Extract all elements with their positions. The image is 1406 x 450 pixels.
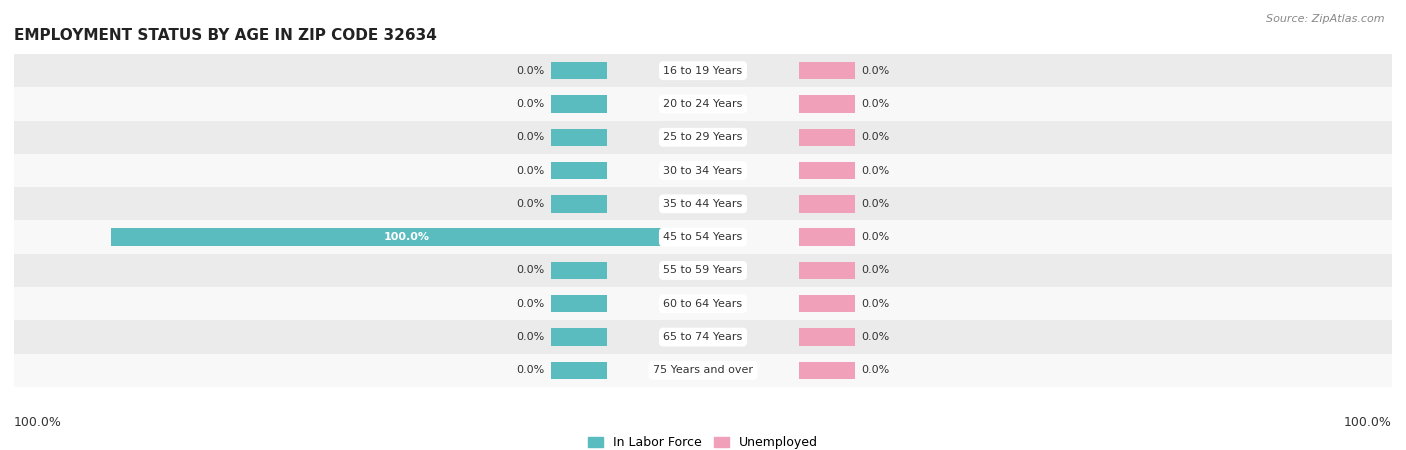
- Bar: [14, 121, 1392, 154]
- Bar: [551, 129, 606, 146]
- Bar: [111, 229, 703, 246]
- Bar: [800, 229, 855, 246]
- Bar: [800, 129, 855, 146]
- Text: 100.0%: 100.0%: [1344, 417, 1392, 429]
- Text: 0.0%: 0.0%: [862, 66, 890, 76]
- Text: 0.0%: 0.0%: [862, 365, 890, 375]
- Text: 0.0%: 0.0%: [862, 199, 890, 209]
- Bar: [551, 262, 606, 279]
- Text: 0.0%: 0.0%: [862, 232, 890, 242]
- Text: 0.0%: 0.0%: [862, 166, 890, 176]
- Bar: [14, 220, 1392, 254]
- Text: 30 to 34 Years: 30 to 34 Years: [664, 166, 742, 176]
- Text: 100.0%: 100.0%: [14, 417, 62, 429]
- Bar: [551, 362, 606, 379]
- Text: 0.0%: 0.0%: [516, 166, 544, 176]
- Text: 0.0%: 0.0%: [862, 299, 890, 309]
- Bar: [14, 254, 1392, 287]
- Text: 65 to 74 Years: 65 to 74 Years: [664, 332, 742, 342]
- Text: 75 Years and over: 75 Years and over: [652, 365, 754, 375]
- Text: 0.0%: 0.0%: [516, 266, 544, 275]
- Text: 16 to 19 Years: 16 to 19 Years: [664, 66, 742, 76]
- Bar: [800, 95, 855, 112]
- Text: 0.0%: 0.0%: [516, 299, 544, 309]
- Bar: [551, 195, 606, 212]
- Text: 20 to 24 Years: 20 to 24 Years: [664, 99, 742, 109]
- Legend: In Labor Force, Unemployed: In Labor Force, Unemployed: [583, 431, 823, 450]
- Bar: [14, 187, 1392, 220]
- Bar: [551, 328, 606, 346]
- Bar: [551, 162, 606, 179]
- Text: 35 to 44 Years: 35 to 44 Years: [664, 199, 742, 209]
- Text: 55 to 59 Years: 55 to 59 Years: [664, 266, 742, 275]
- Bar: [551, 295, 606, 312]
- Text: 0.0%: 0.0%: [516, 132, 544, 142]
- Text: 0.0%: 0.0%: [862, 332, 890, 342]
- Bar: [800, 362, 855, 379]
- Bar: [800, 162, 855, 179]
- Bar: [14, 287, 1392, 320]
- Bar: [800, 262, 855, 279]
- Bar: [14, 54, 1392, 87]
- Text: 0.0%: 0.0%: [516, 99, 544, 109]
- Text: 0.0%: 0.0%: [516, 66, 544, 76]
- Bar: [800, 62, 855, 79]
- Text: 0.0%: 0.0%: [862, 132, 890, 142]
- Bar: [14, 354, 1392, 387]
- Bar: [14, 320, 1392, 354]
- Text: 0.0%: 0.0%: [516, 365, 544, 375]
- Text: 0.0%: 0.0%: [862, 266, 890, 275]
- Text: 0.0%: 0.0%: [862, 99, 890, 109]
- Text: 45 to 54 Years: 45 to 54 Years: [664, 232, 742, 242]
- Text: 60 to 64 Years: 60 to 64 Years: [664, 299, 742, 309]
- Text: 0.0%: 0.0%: [516, 332, 544, 342]
- Text: 25 to 29 Years: 25 to 29 Years: [664, 132, 742, 142]
- Bar: [800, 195, 855, 212]
- Bar: [551, 95, 606, 112]
- Text: 0.0%: 0.0%: [516, 199, 544, 209]
- Bar: [551, 62, 606, 79]
- Text: 100.0%: 100.0%: [384, 232, 430, 242]
- Text: Source: ZipAtlas.com: Source: ZipAtlas.com: [1267, 14, 1385, 23]
- Text: EMPLOYMENT STATUS BY AGE IN ZIP CODE 32634: EMPLOYMENT STATUS BY AGE IN ZIP CODE 326…: [14, 28, 437, 43]
- Bar: [800, 295, 855, 312]
- Bar: [14, 154, 1392, 187]
- Bar: [14, 87, 1392, 121]
- Bar: [800, 328, 855, 346]
